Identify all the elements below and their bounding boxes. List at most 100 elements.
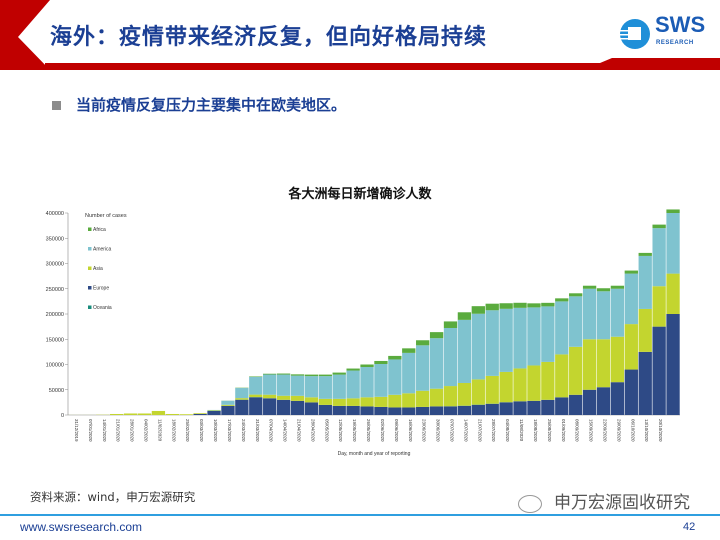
bar-america	[527, 307, 541, 366]
x-tick-label: 21/01/2020	[116, 419, 121, 442]
bar-africa	[541, 302, 555, 307]
bar-europe	[304, 402, 319, 415]
bar-asia	[402, 393, 416, 408]
x-tick-label: 28/04/2020	[310, 419, 315, 442]
x-tick-label: 16/06/2020	[408, 419, 413, 442]
bar-europe	[471, 404, 485, 415]
x-tick-label: 06/10/2020	[630, 419, 635, 442]
bar-africa	[582, 285, 597, 289]
bar-asia	[374, 396, 388, 407]
bar-asia	[485, 375, 499, 404]
y-tick-label: 250000	[46, 287, 64, 293]
bar-europe	[513, 401, 527, 415]
x-tick-label: 30/06/2020	[436, 419, 441, 442]
bar-america	[221, 400, 235, 405]
bar-america	[290, 375, 305, 396]
bar-europe	[193, 413, 207, 415]
bar-africa	[471, 306, 485, 314]
bar-africa	[610, 285, 625, 289]
stacked-bar-chart: 0 50000 100000 150000 200000 250000 300000 3500…	[46, 209, 680, 457]
bar-europe	[457, 405, 472, 415]
bar-africa	[596, 288, 611, 292]
legend-label-europe: Europe	[93, 286, 109, 292]
bar-america	[555, 301, 569, 355]
y-tick-label: 400000	[46, 211, 64, 217]
bar-asia	[610, 336, 625, 383]
bar-america	[499, 308, 513, 372]
bar-africa	[416, 340, 430, 346]
y-tick-label: 350000	[46, 236, 64, 242]
bar-africa	[429, 332, 444, 339]
bar-asia	[346, 398, 360, 406]
bar-europe	[346, 405, 360, 415]
header-red-line	[45, 58, 720, 70]
legend-label-america: America	[93, 247, 112, 253]
bar-america	[332, 374, 346, 399]
x-tick-label: 23/06/2020	[422, 419, 427, 442]
bar-asia	[582, 339, 597, 390]
website-link[interactable]: www.swsresearch.com	[20, 520, 143, 534]
bar-asia	[263, 394, 277, 399]
bar-europe	[263, 398, 277, 415]
bar-asia	[249, 394, 263, 398]
legend-swatch-europe	[88, 286, 92, 290]
bar-europe	[499, 402, 513, 415]
bar-asia	[360, 397, 374, 407]
x-tick-label: 14/04/2020	[283, 419, 288, 442]
bar-asia	[123, 413, 138, 415]
bar-asia	[179, 414, 193, 415]
bar-europe	[416, 406, 430, 415]
x-tick-label: 08/09/2020	[575, 419, 580, 442]
bar-africa	[388, 355, 402, 360]
chart-title: 各大洲每日新增确诊人数	[288, 187, 432, 202]
wechat-icon	[518, 494, 542, 513]
x-tick-label: 11/08/2020	[519, 419, 524, 442]
x-tick-label: 02/06/2020	[380, 419, 385, 442]
source-note: 资料来源：wind，申万宏源研究	[30, 490, 196, 504]
x-tick-label: 01/09/2020	[561, 419, 566, 442]
y-tick-label: 150000	[46, 337, 64, 343]
bar-america	[207, 409, 221, 411]
watermark: 申万宏源固收研究	[518, 494, 690, 513]
bar-asia	[207, 410, 221, 411]
x-tick-label: 07/07/2020	[450, 419, 455, 442]
bar-africa	[443, 321, 458, 328]
bar-asia	[541, 361, 555, 400]
bar-asia	[137, 413, 152, 415]
bullet-point: 当前疫情反复压力主要集中在欧美地区。	[52, 96, 346, 114]
x-tick-label: 21/07/2020	[477, 419, 482, 442]
bar-america	[638, 255, 652, 309]
y-tick-label: 0	[61, 413, 64, 419]
bar-america	[485, 310, 499, 376]
bar-america	[429, 338, 444, 389]
bar-america	[471, 313, 485, 380]
bar-europe	[582, 389, 597, 415]
bar-africa	[402, 348, 416, 353]
legend-swatch-africa	[88, 227, 92, 231]
bar-europe	[249, 397, 263, 415]
bar-asia	[569, 346, 583, 395]
x-tick-label: 21/04/2020	[297, 419, 302, 442]
bar-europe	[360, 406, 374, 415]
bar-america	[318, 376, 332, 399]
bar-europe	[638, 351, 652, 415]
page-number: 42	[683, 521, 696, 533]
bar-europe	[527, 400, 541, 415]
bar-europe	[318, 404, 332, 415]
bar-europe	[276, 399, 291, 415]
bullet-square-icon	[52, 100, 61, 110]
bar-europe	[569, 394, 583, 415]
x-tick-label: 29/09/2020	[616, 419, 621, 442]
bar-america	[346, 370, 360, 399]
x-tick-label: 14/07/2020	[463, 419, 468, 442]
bar-america	[374, 363, 388, 397]
x-tick-label: 28/07/2020	[491, 419, 496, 442]
bar-asia	[527, 365, 541, 401]
bar-asia	[276, 395, 291, 400]
bar-asia	[624, 324, 638, 370]
x-tick-label: 04/08/2020	[505, 419, 510, 442]
logo-subtext: RESEARCH	[656, 40, 694, 46]
bar-africa	[374, 360, 388, 364]
bar-asia	[596, 339, 611, 388]
bar-asia	[304, 397, 319, 403]
